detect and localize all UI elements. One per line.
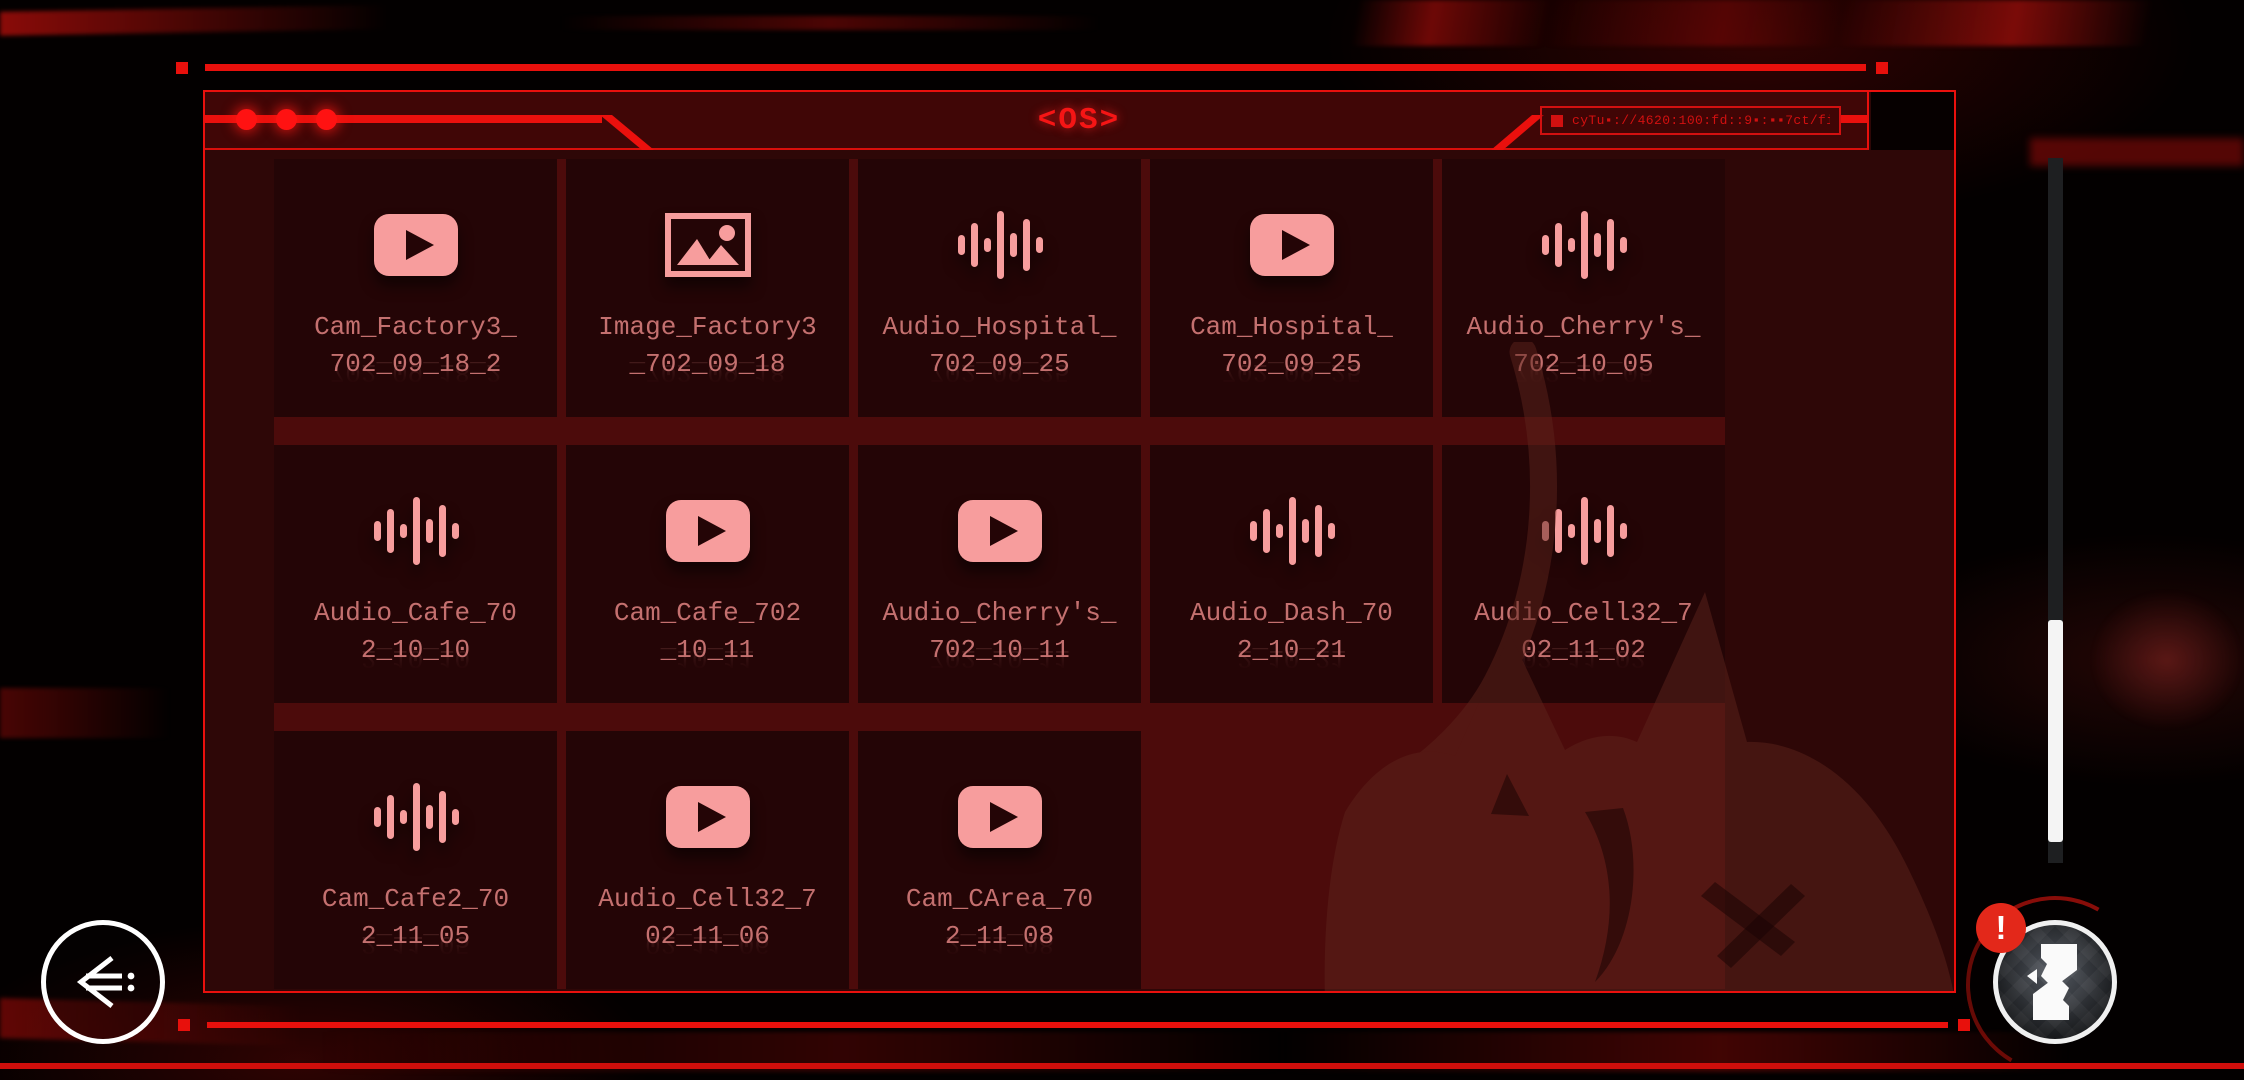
picture-icon bbox=[664, 213, 751, 277]
scrollbar[interactable] bbox=[2048, 158, 2063, 863]
screen-bottom-line bbox=[0, 1063, 2244, 1069]
background-glitch bbox=[1280, 0, 2244, 46]
file-tile[interactable]: Audio_Hospital_ 702_09_25 bbox=[858, 159, 1141, 417]
scrollbar-thumb[interactable] bbox=[2048, 620, 2063, 842]
frame-corner-mark bbox=[1958, 1019, 1970, 1031]
file-tile[interactable]: Cam_Factory3_ 702_09_18_2 bbox=[274, 159, 557, 417]
titlebar: <OS> cyTu▪://4620:100:fd::9▪:▪▪7ct/fil▪▪ bbox=[205, 92, 1869, 150]
frame-corner-mark bbox=[178, 1019, 190, 1031]
background-glitch bbox=[560, 16, 1100, 30]
audio-waveform-icon bbox=[1541, 497, 1627, 565]
frame-top-line bbox=[205, 64, 1866, 71]
audio-waveform-icon bbox=[957, 211, 1043, 279]
video-play-icon bbox=[665, 786, 750, 848]
video-play-icon bbox=[665, 500, 750, 562]
file-tile[interactable]: Cam_Cafe_702 _10_11 bbox=[566, 445, 849, 703]
background-glitch bbox=[0, 688, 170, 738]
os-window: Cam_Factory3_ 702_09_18_2 bbox=[203, 90, 1956, 993]
back-button[interactable] bbox=[41, 920, 165, 1044]
file-name: Image_Factory3 _702_09_18 bbox=[598, 312, 817, 379]
file-tile[interactable]: Audio_Dash_70 2_10_21 bbox=[1150, 445, 1433, 703]
titlebar-stripe bbox=[205, 115, 1869, 150]
file-name: Audio_Cell32_7 02_11_02 bbox=[1474, 598, 1693, 665]
file-tile[interactable]: Audio_Cherry's_ 702_10_11 bbox=[858, 445, 1141, 703]
file-name: Audio_Hospital_ 702_09_25 bbox=[882, 312, 1117, 379]
background-glitch bbox=[0, 4, 430, 36]
file-tile[interactable]: Audio_Cherry's_ 702_10_05 bbox=[1442, 159, 1725, 417]
file-name: Audio_Cell32_7 02_11_06 bbox=[598, 884, 817, 951]
video-play-icon bbox=[957, 786, 1042, 848]
file-name: Audio_Cafe_70 2_10_10 bbox=[314, 598, 517, 665]
audio-waveform-icon bbox=[373, 497, 459, 565]
file-name: Cam_Cafe2_70 2_11_05 bbox=[321, 884, 510, 951]
file-name: Audio_Cherry's_ 702_10_05 bbox=[1466, 312, 1701, 379]
audio-waveform-icon bbox=[1541, 211, 1627, 279]
window-title: <OS> bbox=[1037, 103, 1121, 138]
video-play-icon bbox=[373, 214, 458, 276]
window-dot[interactable] bbox=[316, 109, 337, 130]
window-dot[interactable] bbox=[236, 109, 257, 130]
back-arrow-icon bbox=[76, 956, 135, 1008]
video-play-icon bbox=[957, 500, 1042, 562]
titlebar-gap bbox=[1871, 92, 1954, 150]
file-tile[interactable]: Audio_Cafe_70 2_10_10 bbox=[274, 445, 557, 703]
window-dot[interactable] bbox=[276, 109, 297, 130]
file-tile[interactable]: Image_Factory3 _702_09_18 bbox=[566, 159, 849, 417]
file-name: Audio_Cherry's_ 702_10_11 bbox=[882, 598, 1117, 665]
frame-bottom-line bbox=[207, 1022, 1948, 1028]
zigzag-logo-icon bbox=[2027, 944, 2077, 1020]
alert-badge: ! bbox=[1976, 903, 2026, 953]
file-name: Audio_Dash_70 2_10_21 bbox=[1190, 598, 1393, 665]
frame-corner-mark bbox=[176, 62, 188, 74]
audio-waveform-icon bbox=[1249, 497, 1335, 565]
file-tile[interactable]: Cam_CArea_70 2_11_08 bbox=[858, 731, 1141, 989]
frame-corner-mark bbox=[1876, 62, 1888, 74]
file-tile[interactable]: Cam_Hospital_ 702_09_25 bbox=[1150, 159, 1433, 417]
file-tile[interactable]: Cam_Cafe2_70 2_11_05 bbox=[274, 731, 557, 989]
background-glitch bbox=[2090, 590, 2244, 730]
address-bar[interactable]: cyTu▪://4620:100:fd::9▪:▪▪7ct/fil▪▪ bbox=[1540, 106, 1841, 135]
file-grid: Cam_Factory3_ 702_09_18_2 bbox=[274, 159, 1725, 989]
address-text: cyTu▪://4620:100:fd::9▪:▪▪7ct/fil▪▪ bbox=[1572, 113, 1830, 128]
file-tile[interactable]: Audio_Cell32_7 02_11_06 bbox=[566, 731, 849, 989]
file-name: Cam_Cafe_702 _10_11 bbox=[613, 598, 802, 665]
file-name: Cam_Factory3_ 702_09_18_2 bbox=[314, 312, 517, 379]
file-name: Cam_Hospital_ 702_09_25 bbox=[1190, 312, 1393, 379]
video-play-icon bbox=[1249, 214, 1334, 276]
file-name: Cam_CArea_70 2_11_08 bbox=[905, 884, 1094, 951]
address-square-icon bbox=[1551, 114, 1563, 127]
audio-waveform-icon bbox=[373, 783, 459, 851]
file-tile[interactable]: Audio_Cell32_7 02_11_02 bbox=[1442, 445, 1725, 703]
